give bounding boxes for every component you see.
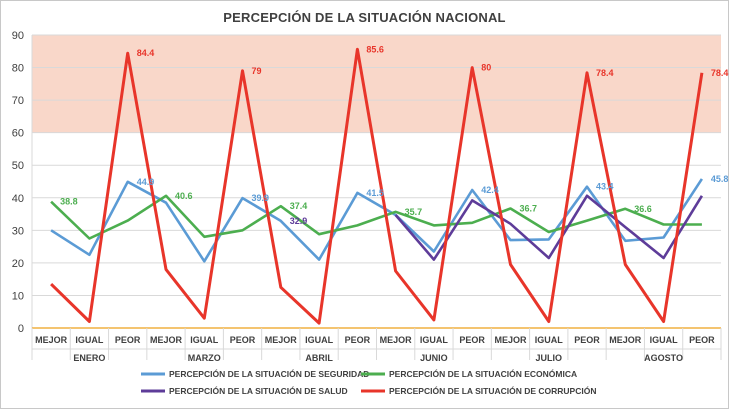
group-label: ENERO <box>73 353 105 363</box>
data-label: 35.7 <box>405 207 423 217</box>
y-tick-label: 20 <box>12 258 24 270</box>
category-label: IGUAL <box>420 335 449 345</box>
category-label: IGUAL <box>535 335 564 345</box>
category-label: IGUAL <box>190 335 219 345</box>
data-label: 42.4 <box>481 185 499 195</box>
data-label: 85.6 <box>366 44 384 54</box>
category-label: PEOR <box>574 335 600 345</box>
highlight-band <box>32 35 721 133</box>
data-label: 41.5 <box>366 188 384 198</box>
group-label: ABRIL <box>305 353 333 363</box>
data-label: 79 <box>252 66 262 76</box>
y-tick-label: 0 <box>18 323 24 335</box>
category-label: MEJOR <box>35 335 68 345</box>
data-label: 40.6 <box>175 191 193 201</box>
category-label: MEJOR <box>150 335 183 345</box>
group-label: JUNIO <box>420 353 448 363</box>
y-tick-label: 90 <box>12 30 24 42</box>
category-label: PEOR <box>459 335 485 345</box>
legend-label: PERCEPCIÓN DE LA SITUACIÓN ECONÓMICA <box>389 368 577 379</box>
data-label: 44.9 <box>137 177 155 187</box>
category-label: PEOR <box>230 335 256 345</box>
data-label: 80 <box>481 63 491 73</box>
legend-label: PERCEPCIÓN DE LA SITUACIÓN DE CORRUPCIÓN <box>389 385 596 396</box>
data-label: 38.8 <box>60 197 78 207</box>
data-label: 36.7 <box>519 204 537 214</box>
y-tick-label: 60 <box>12 128 24 140</box>
data-label: 37.4 <box>290 201 308 211</box>
data-label: 36.6 <box>634 204 652 214</box>
y-tick-label: 30 <box>12 225 24 237</box>
legend-label: PERCEPCIÓN DE LA SITUACIÓN DE SALUD <box>169 385 348 396</box>
y-tick-label: 80 <box>12 63 24 75</box>
category-label: IGUAL <box>650 335 679 345</box>
group-label: JULIO <box>535 353 562 363</box>
series-line <box>50 47 704 325</box>
series-line <box>50 194 702 240</box>
category-label: MEJOR <box>380 335 413 345</box>
data-label: 32.9 <box>290 216 308 226</box>
data-label: 84.4 <box>137 48 155 58</box>
y-tick-label: 40 <box>12 193 24 205</box>
category-label: PEOR <box>345 335 371 345</box>
category-label: MEJOR <box>494 335 527 345</box>
data-label: 78.4 <box>596 68 614 78</box>
y-tick-label: 70 <box>12 95 24 107</box>
category-label: IGUAL <box>305 335 334 345</box>
category-label: PEOR <box>115 335 141 345</box>
y-tick-label: 10 <box>12 290 24 302</box>
legend-label: PERCEPCIÓN DE LA SITUACIÓN DE SEGURIDAD <box>169 368 369 379</box>
data-label: 43.4 <box>596 182 614 192</box>
data-label: 45.8 <box>711 174 729 184</box>
category-label: PEOR <box>689 335 715 345</box>
group-label: MARZO <box>188 353 221 363</box>
y-tick-label: 50 <box>12 160 24 172</box>
data-label: 78.4 <box>711 68 729 78</box>
group-label: AGOSTO <box>644 353 683 363</box>
category-label: MEJOR <box>609 335 642 345</box>
series-line <box>394 194 704 261</box>
category-label: MEJOR <box>265 335 298 345</box>
chart-title: PERCEPCIÓN DE LA SITUACIÓN NACIONAL <box>223 10 506 25</box>
data-label: 39.9 <box>252 193 270 203</box>
category-label: IGUAL <box>75 335 104 345</box>
